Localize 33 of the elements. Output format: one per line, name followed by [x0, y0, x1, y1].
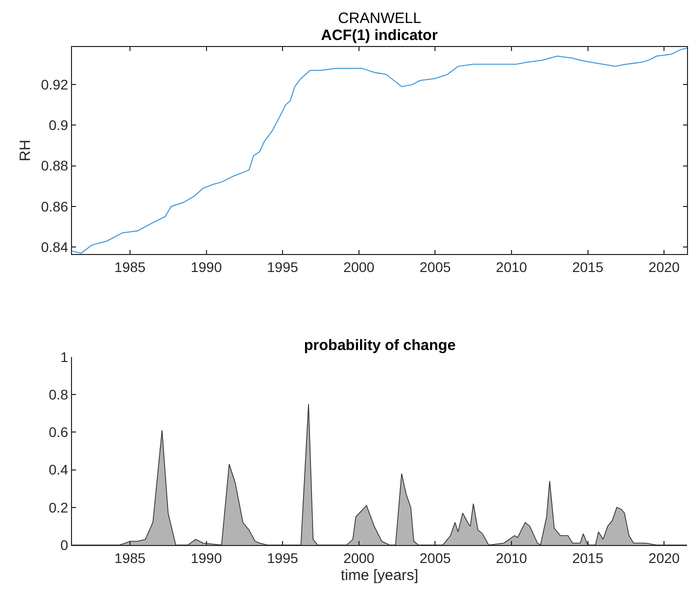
x-tick-label: 1995	[267, 258, 298, 275]
x-tick-label: 2010	[496, 258, 528, 275]
chart-subtitle: ACF(1) indicator	[321, 27, 438, 44]
y-tick-label: 0.8	[48, 386, 68, 402]
x-tick-label: 2020	[648, 550, 680, 566]
x-tick-label: 2015	[572, 550, 604, 566]
x-tick-label: 1985	[114, 258, 146, 275]
y-tick-label: 0.86	[40, 198, 68, 214]
x-tick-label: 1985	[114, 550, 146, 566]
line-series	[72, 48, 687, 254]
chart-title: probability of change	[304, 337, 456, 354]
chart-title: CRANWELL	[338, 10, 422, 27]
y-tick-label: 0.9	[48, 117, 68, 134]
y-tick-label: 0	[60, 536, 68, 553]
y-tick-label: 0.84	[40, 238, 68, 255]
x-axis-title: time [years]	[340, 566, 418, 584]
y-tick-label: 0.4	[48, 462, 68, 478]
x-tick-label: 2005	[420, 258, 451, 275]
y-tick-label: 0.2	[48, 499, 68, 516]
x-tick-label: 1990	[190, 258, 222, 275]
y-tick-label: 0.92	[40, 76, 68, 92]
x-tick-label: 1990	[190, 550, 222, 566]
x-tick-label: 1995	[267, 550, 298, 566]
y-tick-label: 0.6	[48, 424, 68, 440]
y-tick-label: 0.88	[40, 158, 68, 174]
y-axis-title: RH	[17, 140, 34, 162]
x-tick-label: 2015	[572, 258, 604, 275]
y-tick-label: 1	[60, 348, 68, 365]
x-tick-label: 2005	[420, 550, 451, 566]
x-tick-label: 2020	[648, 258, 680, 275]
x-tick-label: 2000	[343, 258, 375, 275]
x-tick-label: 2000	[343, 550, 375, 566]
x-tick-label: 2010	[496, 550, 528, 566]
